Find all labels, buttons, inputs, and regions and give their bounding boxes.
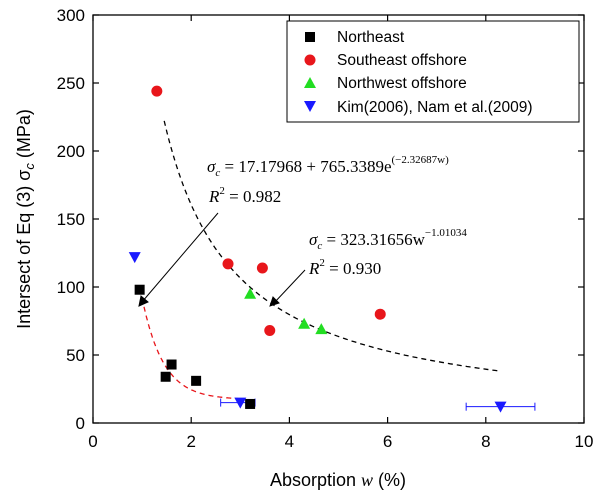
eq2-text: σc = 323.31656w−1.01034 <box>309 227 467 252</box>
y-axis-title: Intersect of Eq (3) σc (MPa) <box>14 109 37 329</box>
y-tick-label: 150 <box>57 210 85 229</box>
y-tick-label: 200 <box>57 142 85 161</box>
eq1-text: σc = 17.17968 + 765.3389e(−2.32687w) <box>207 154 449 179</box>
data-point-series-0 <box>160 371 171 382</box>
data-point-series-1 <box>374 308 386 320</box>
data-point-series-1 <box>264 325 276 337</box>
x-tick-label: 2 <box>186 432 195 451</box>
data-point-series-1 <box>151 85 163 97</box>
data-point-series-0 <box>166 359 177 370</box>
data-point-series-3 <box>234 397 247 409</box>
x-tick-label: 10 <box>575 432 594 451</box>
legend-label-northwest: Northwest offshore <box>337 75 467 92</box>
y-tick-label: 50 <box>66 346 85 365</box>
arrow-eq2-head <box>269 296 280 307</box>
arrow-eq2-line <box>273 269 306 304</box>
x-tick-label: 0 <box>88 432 97 451</box>
x-tick-label: 4 <box>285 432 294 451</box>
eq1-r2: R2 = 0.982 <box>208 185 281 206</box>
arrow-eq1-head <box>138 295 149 307</box>
arrow-eq1-line <box>141 212 219 303</box>
y-tick-label: 300 <box>57 6 85 25</box>
fit-curve-0 <box>141 297 246 400</box>
data-point-series-0 <box>134 284 145 295</box>
legend-label-northeast: Northeast <box>337 29 405 46</box>
x-axis-title: Absorption w (%) <box>270 470 406 490</box>
legend-marker-southeast <box>304 54 316 66</box>
y-tick-label: 100 <box>57 278 85 297</box>
annotation-arrows <box>138 212 306 307</box>
eq2-r2: R2 = 0.930 <box>308 257 381 278</box>
data-point-series-0 <box>191 375 202 386</box>
data-point-series-2 <box>298 317 311 329</box>
legend-label-southeast: Southeast offshore <box>337 52 467 69</box>
x-tick-label: 8 <box>481 432 490 451</box>
legend-marker-northwest <box>304 77 316 88</box>
data-point-series-2 <box>244 287 257 299</box>
data-point-series-1 <box>222 258 234 270</box>
error-bars <box>220 398 536 411</box>
legend-label-kim-nam: Kim(2006), Nam et al.(2009) <box>337 99 533 116</box>
legend-marker-kim-nam <box>304 101 316 112</box>
fit-curve-1 <box>163 120 501 372</box>
y-tick-label: 250 <box>57 74 85 93</box>
data-point-series-3 <box>128 252 141 264</box>
legend-box <box>286 20 580 123</box>
y-tick-label: 0 <box>76 414 85 433</box>
data-point-series-1 <box>256 262 268 274</box>
legend: Northeast Southeast offshore Northwest o… <box>286 20 580 123</box>
data-point-series-2 <box>315 323 328 335</box>
data-points <box>128 85 507 413</box>
data-point-series-0 <box>245 398 256 409</box>
data-point-series-3 <box>494 401 507 413</box>
x-tick-label: 6 <box>383 432 392 451</box>
legend-marker-northeast <box>305 32 315 42</box>
fit-curves <box>141 120 501 400</box>
